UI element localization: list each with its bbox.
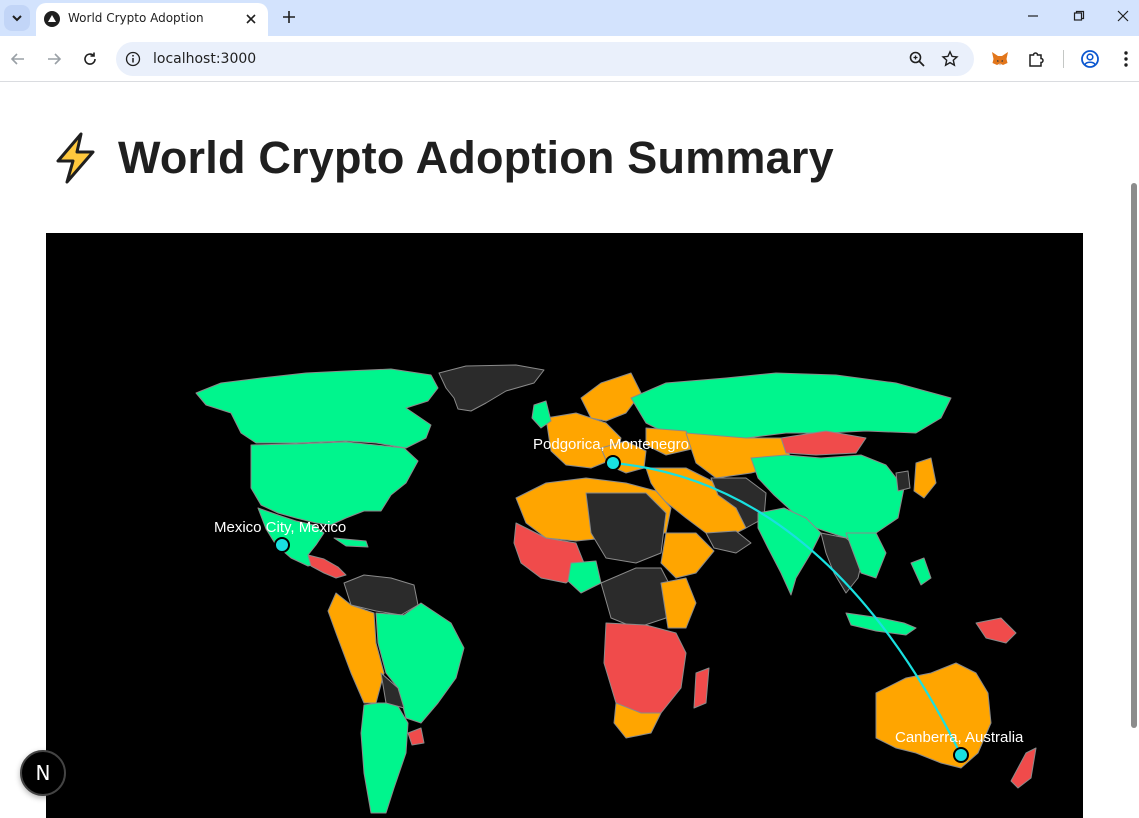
country-nigeria <box>567 560 602 594</box>
page-scrollbar[interactable] <box>1129 83 1139 818</box>
city-label-podgorica: Podgorica, Montenegro <box>533 436 689 453</box>
country-japan <box>913 457 937 499</box>
country-mongolia <box>780 430 867 456</box>
region-east-africa <box>660 577 697 629</box>
region-caribbean <box>333 537 369 548</box>
country-uruguay <box>407 727 425 746</box>
reload-icon[interactable] <box>78 47 102 71</box>
close-tab-icon[interactable] <box>242 10 260 28</box>
region-southern-africa <box>603 622 687 722</box>
world-map-svg: Mexico City, Mexico Podgorica, Montenegr… <box>195 364 1037 814</box>
region-sahel <box>585 492 667 564</box>
browser-toolbar: localhost:3000 <box>0 36 1139 82</box>
site-info-icon[interactable] <box>125 51 141 67</box>
city-marker-podgorica[interactable]: Podgorica, Montenegro <box>533 436 689 471</box>
toolbar-divider <box>1063 50 1064 68</box>
country-greenland <box>438 364 545 412</box>
metamask-fox-icon[interactable] <box>989 48 1011 70</box>
country-usa <box>250 441 419 526</box>
page-content: World Crypto Adoption Summary <box>0 83 1139 818</box>
country-uk <box>531 400 552 429</box>
country-philippines <box>910 557 932 586</box>
page-title: World Crypto Adoption Summary <box>118 132 834 183</box>
country-canada <box>195 368 439 449</box>
route-arc-podgorica-canberra <box>612 461 962 756</box>
close-window-icon[interactable] <box>1100 0 1139 32</box>
scrollbar-thumb[interactable] <box>1131 183 1137 728</box>
nextjs-dev-badge[interactable]: N <box>20 750 66 796</box>
triangle-logo-icon <box>44 11 60 27</box>
page-header: World Crypto Adoption Summary <box>48 131 834 185</box>
region-indochina <box>845 532 887 579</box>
new-tab-icon[interactable] <box>278 6 300 28</box>
country-china <box>750 454 905 539</box>
lightning-bolt-icon <box>56 132 95 184</box>
country-paraguay <box>380 672 405 709</box>
region-scandinavia <box>580 372 642 422</box>
tab-title: World Crypto Adoption <box>68 11 204 25</box>
tab-search-button[interactable] <box>4 5 30 31</box>
city-label-canberra: Canberra, Australia <box>895 729 1024 746</box>
country-australia <box>875 662 992 769</box>
country-new-zealand <box>1010 747 1037 789</box>
url-text[interactable]: localhost:3000 <box>153 51 257 67</box>
city-label-mexico-city: Mexico City, Mexico <box>214 519 346 536</box>
minimize-icon[interactable] <box>1010 0 1056 32</box>
country-papua-new-guinea <box>975 617 1017 644</box>
chevron-down-icon <box>12 15 22 22</box>
restore-icon[interactable] <box>1056 0 1102 32</box>
extensions-puzzle-icon[interactable] <box>1025 48 1047 70</box>
bookmark-star-icon[interactable] <box>941 50 959 68</box>
profile-avatar-icon[interactable] <box>1079 48 1101 70</box>
region-southern-cone <box>360 702 409 814</box>
kebab-menu-icon[interactable] <box>1115 48 1137 70</box>
country-india <box>757 507 822 596</box>
country-russia <box>630 372 952 439</box>
region-iran-pakistan <box>710 477 767 529</box>
region-west-africa <box>513 522 587 584</box>
country-korea <box>895 470 911 492</box>
country-south-africa <box>613 702 662 739</box>
address-bar[interactable]: localhost:3000 <box>116 42 974 76</box>
world-map[interactable]: Mexico City, Mexico Podgorica, Montenegr… <box>46 233 1083 818</box>
country-brazil <box>375 602 465 724</box>
region-horn-of-africa <box>660 532 715 579</box>
country-madagascar <box>693 667 710 709</box>
tab-bar: World Crypto Adoption <box>0 0 1139 36</box>
zoom-icon[interactable] <box>908 50 926 68</box>
region-central-america <box>307 554 347 579</box>
forward-arrow-icon[interactable] <box>42 47 66 71</box>
city-marker-mexico-city[interactable]: Mexico City, Mexico <box>214 519 346 553</box>
browser-tab[interactable]: World Crypto Adoption <box>36 3 268 36</box>
city-marker-canberra[interactable]: Canberra, Australia <box>895 729 1024 763</box>
region-gulf <box>705 530 752 554</box>
back-arrow-icon[interactable] <box>6 47 30 71</box>
country-ukraine <box>645 427 697 456</box>
